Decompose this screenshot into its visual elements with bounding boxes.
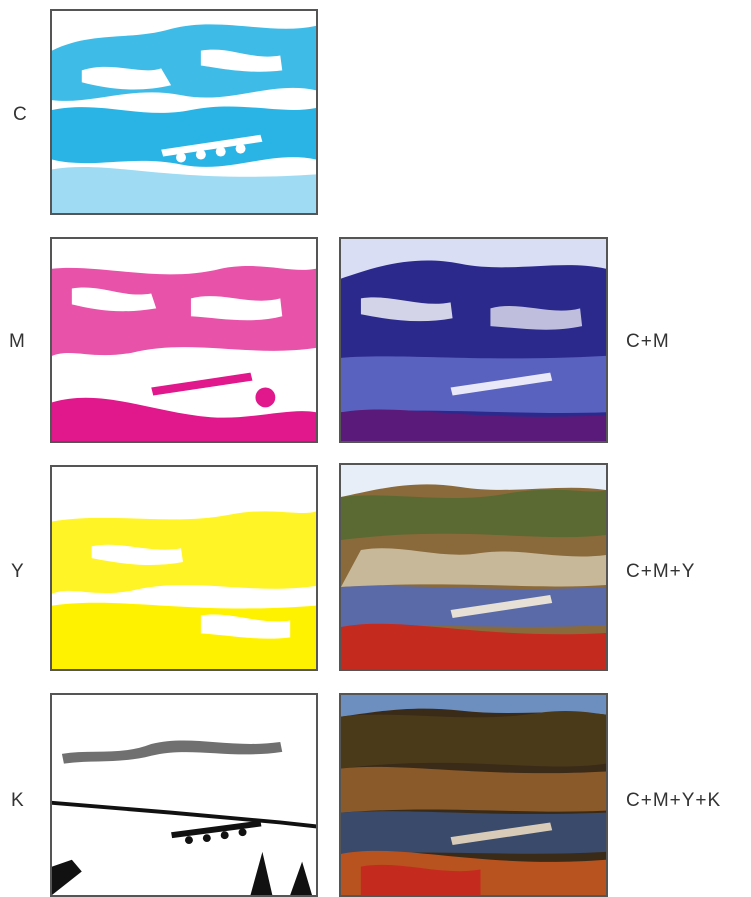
label-cmy: C+M+Y [626,561,696,582]
panel-cyan-magenta-yellow-composite [339,463,608,671]
label-cm: C+M [626,331,670,352]
panel-cyan-separation [50,9,318,215]
label-m: M [9,331,26,352]
label-cmyk: C+M+Y+K [626,790,722,811]
panel-full-cmyk-composite [339,693,608,897]
panel-yellow-separation [50,465,318,671]
label-c: C [13,104,28,125]
panel-magenta-separation [50,237,318,443]
label-k: K [11,790,25,811]
label-y: Y [11,561,25,582]
panel-cyan-magenta-composite [339,237,608,443]
panel-black-separation [50,693,318,897]
